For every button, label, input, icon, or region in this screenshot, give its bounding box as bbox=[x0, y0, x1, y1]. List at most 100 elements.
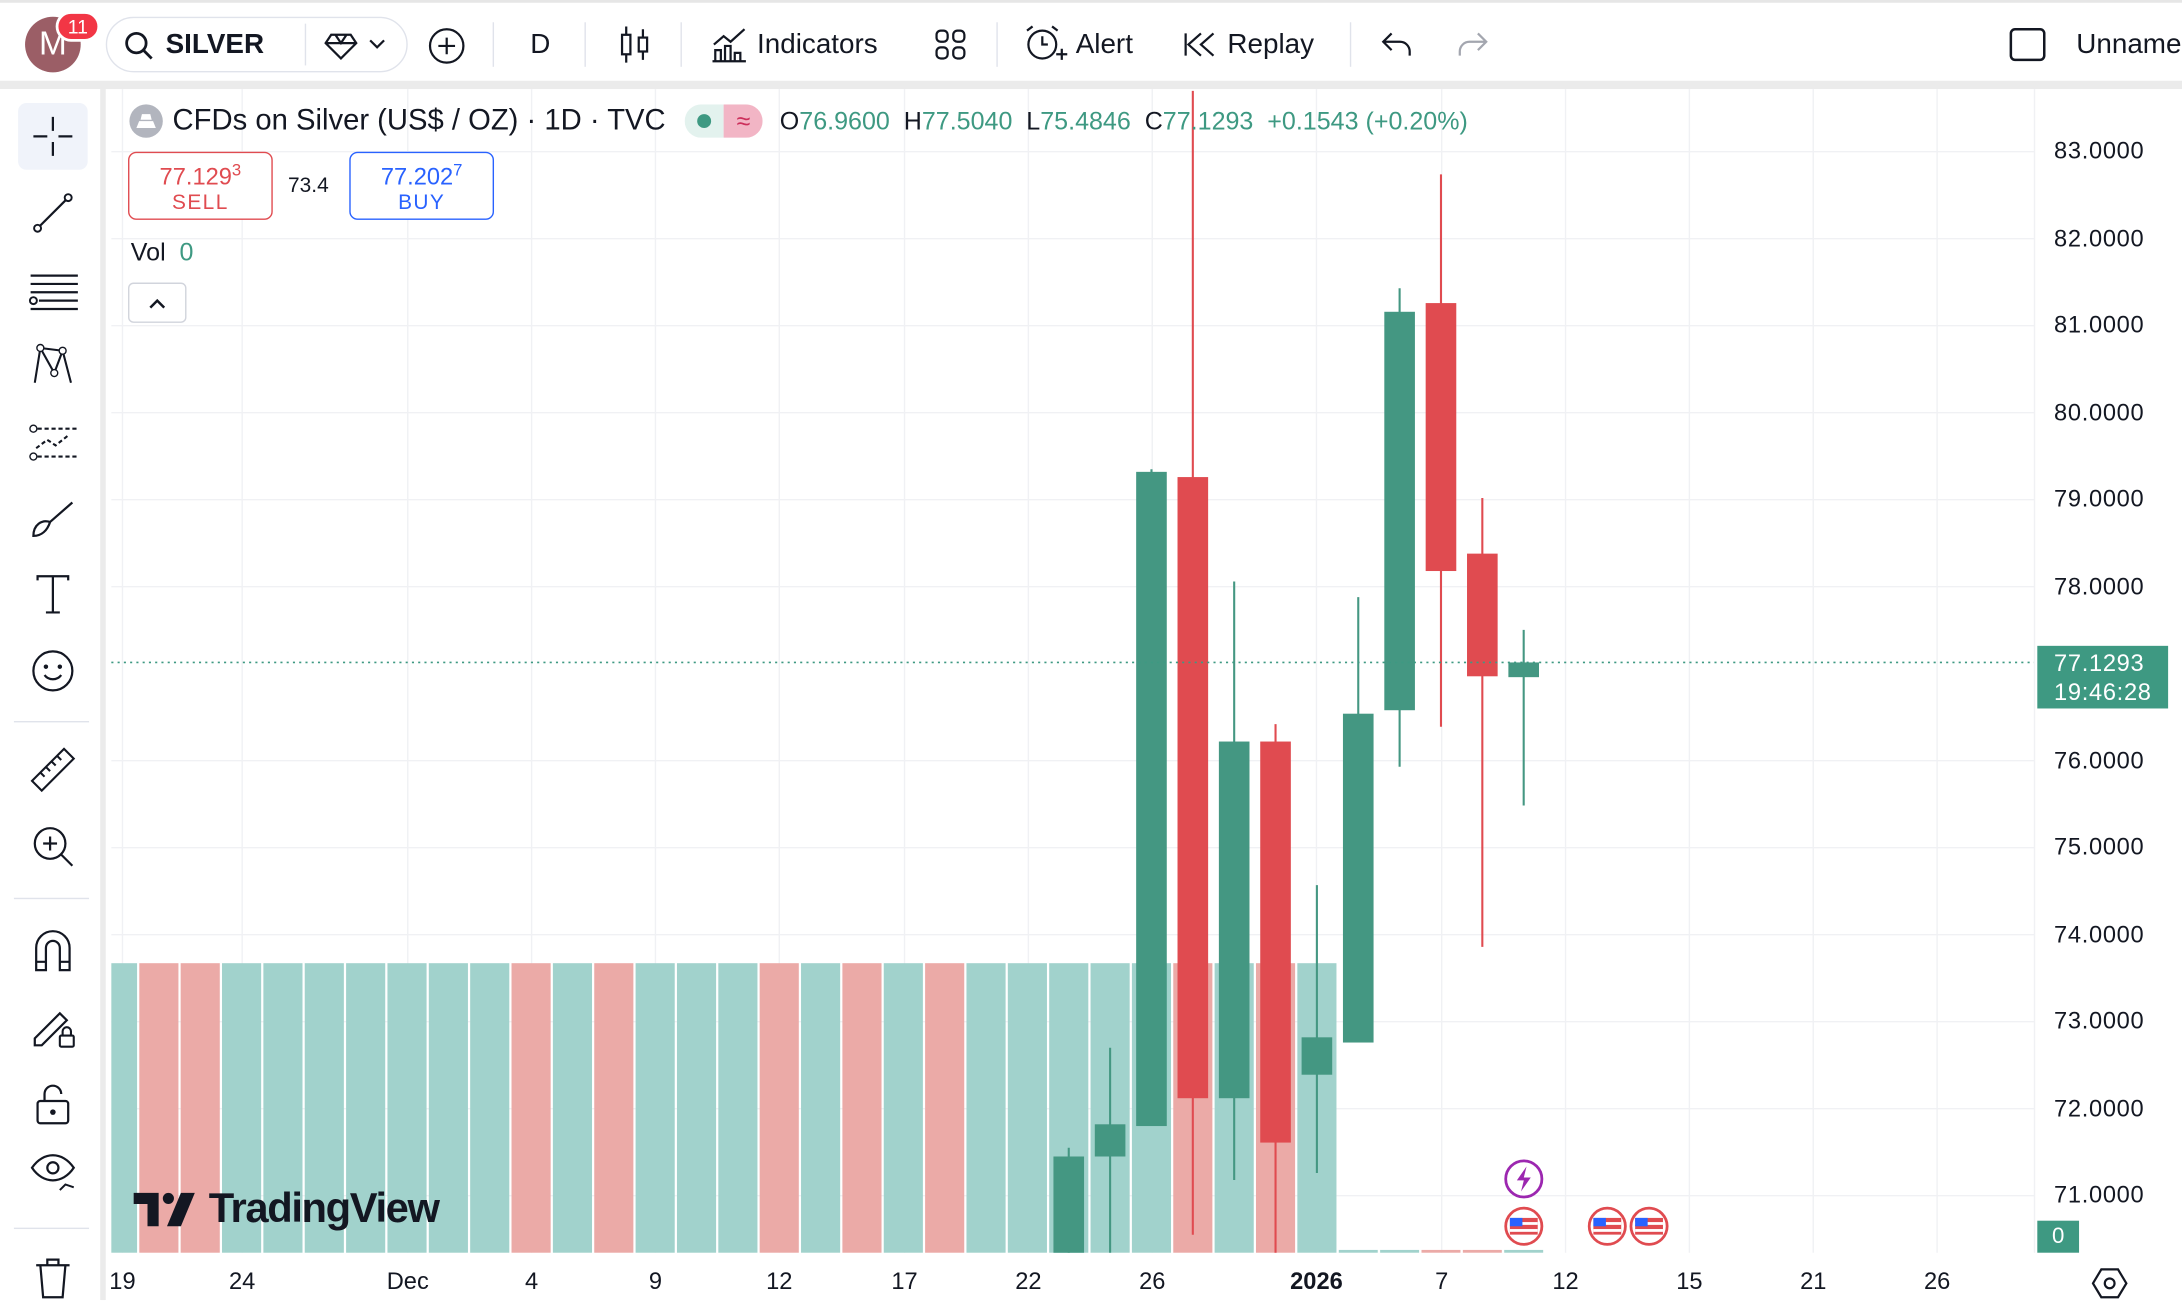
lock-drawings-tool[interactable] bbox=[18, 1070, 88, 1137]
candle-up[interactable] bbox=[1301, 1037, 1333, 1075]
drawing-toolbar bbox=[0, 89, 106, 1301]
volume-bar bbox=[883, 963, 923, 1253]
candles-chart-type-icon[interactable] bbox=[618, 24, 651, 66]
magnet-tool[interactable] bbox=[18, 917, 88, 984]
us-economic-event-icon[interactable] bbox=[1628, 1205, 1670, 1247]
candle-up[interactable] bbox=[1218, 741, 1250, 1099]
candle-down[interactable] bbox=[1425, 303, 1457, 572]
compare-add-icon[interactable] bbox=[427, 26, 466, 65]
watermark-text: TradingView bbox=[208, 1185, 440, 1232]
fib-retracement-tool[interactable] bbox=[18, 256, 88, 323]
volume-bar bbox=[801, 963, 841, 1253]
trend-line-tool[interactable] bbox=[18, 180, 88, 247]
bar-countdown: 19:46:28 bbox=[2054, 679, 2152, 706]
redo-icon[interactable] bbox=[1456, 31, 1489, 59]
layout-name: Unname bbox=[2076, 28, 2182, 60]
date-tick-label: 19 bbox=[109, 1268, 136, 1295]
market-status[interactable]: ≈ bbox=[685, 104, 764, 138]
sell-button[interactable]: 77.1293 SELL bbox=[128, 151, 273, 220]
interval-button[interactable]: D bbox=[530, 19, 550, 69]
buy-price: 77.202 bbox=[380, 164, 454, 191]
us-economic-event-icon[interactable] bbox=[1503, 1205, 1545, 1247]
price-tick-label: 76.0000 bbox=[2054, 746, 2145, 774]
divider bbox=[680, 22, 682, 67]
emoji-tool[interactable] bbox=[18, 637, 88, 704]
brush-icon bbox=[32, 501, 74, 537]
alert-button[interactable]: Alert bbox=[1023, 19, 1133, 69]
ruler-icon bbox=[30, 747, 76, 793]
chart-settings-icon[interactable] bbox=[2091, 1267, 2128, 1300]
measure-tool[interactable] bbox=[18, 736, 88, 803]
volume-bar bbox=[470, 963, 510, 1253]
date-tick-label: 26 bbox=[1139, 1268, 1166, 1295]
date-tick-label: 2026 bbox=[1290, 1268, 1343, 1295]
divider bbox=[996, 22, 998, 67]
alert-label: Alert bbox=[1075, 28, 1133, 60]
replay-button[interactable]: Replay bbox=[1183, 19, 1314, 69]
current-price: 77.1293 bbox=[2054, 650, 2145, 677]
tradingview-logo-icon bbox=[133, 1192, 195, 1227]
price-tick-label: 73.0000 bbox=[2054, 1007, 2145, 1035]
us-economic-event-icon[interactable] bbox=[1586, 1205, 1628, 1247]
divider bbox=[13, 897, 90, 900]
candle-down[interactable] bbox=[1467, 553, 1498, 677]
pattern-tool[interactable] bbox=[18, 331, 88, 398]
eye-icon bbox=[30, 1154, 76, 1191]
candle-up[interactable] bbox=[1508, 662, 1539, 678]
brush-tool[interactable] bbox=[18, 486, 88, 553]
layout-square-icon[interactable] bbox=[2008, 26, 2047, 62]
chevron-down-icon[interactable] bbox=[369, 38, 386, 52]
candle-down[interactable] bbox=[1177, 477, 1209, 1099]
hide-drawings-tool[interactable] bbox=[18, 1139, 88, 1206]
buy-label: BUY bbox=[398, 190, 446, 215]
undo-icon[interactable] bbox=[1380, 31, 1413, 59]
volume-bar bbox=[718, 963, 758, 1253]
volume-legend: Vol 0 bbox=[131, 238, 194, 267]
smiley-icon bbox=[32, 650, 74, 692]
volume-bar bbox=[263, 963, 303, 1253]
price-tick-label: 82.0000 bbox=[2054, 224, 2145, 252]
stay-in-drawing-mode-tool[interactable] bbox=[18, 992, 88, 1059]
price-tick-label: 72.0000 bbox=[2054, 1094, 2145, 1122]
tradingview-watermark: TradingView bbox=[133, 1185, 440, 1233]
pencil-lock-icon bbox=[33, 1011, 75, 1048]
zoom-in-icon bbox=[33, 827, 74, 867]
layout-name-button[interactable]: Unname bbox=[2076, 19, 2181, 69]
indicators-button[interactable]: Indicators bbox=[710, 19, 878, 69]
toolbar-separator bbox=[0, 80, 2182, 90]
candle-up[interactable] bbox=[1053, 1156, 1085, 1265]
volume-bar bbox=[842, 963, 882, 1253]
zoom-in-tool[interactable] bbox=[18, 813, 88, 880]
divider bbox=[492, 22, 495, 67]
volume-bar bbox=[759, 963, 799, 1253]
volume-bar bbox=[1504, 1249, 1544, 1253]
volume-bar bbox=[676, 963, 717, 1253]
price-tick-label: 74.0000 bbox=[2054, 920, 2145, 948]
price-tick-label: 79.0000 bbox=[2054, 485, 2145, 513]
candle-up[interactable] bbox=[1384, 311, 1415, 711]
diamond-icon[interactable] bbox=[324, 31, 358, 62]
symbol-search[interactable]: SILVER bbox=[105, 16, 408, 73]
buy-button[interactable]: 77.2027 BUY bbox=[349, 151, 495, 220]
rewind-icon bbox=[1184, 32, 1215, 57]
remove-drawings-tool[interactable] bbox=[18, 1244, 88, 1311]
text-tool[interactable] bbox=[18, 561, 88, 628]
candle-up[interactable] bbox=[1136, 471, 1167, 1127]
candle-down[interactable] bbox=[1260, 741, 1291, 1143]
layout-grid-icon[interactable] bbox=[934, 28, 967, 61]
forecast-tool[interactable] bbox=[18, 409, 88, 476]
candle-up[interactable] bbox=[1342, 713, 1374, 1043]
symbol-title[interactable]: CFDs on Silver (US$ / OZ) · 1D · TVC bbox=[172, 104, 666, 137]
candles-group bbox=[1053, 90, 1539, 1265]
candle-up[interactable] bbox=[1094, 1124, 1126, 1157]
crosshair-tool[interactable] bbox=[18, 103, 88, 170]
trash-icon bbox=[36, 1258, 70, 1299]
collapse-legend-button[interactable] bbox=[128, 282, 187, 323]
divider bbox=[13, 1227, 90, 1230]
dividend-event-icon[interactable] bbox=[1503, 1158, 1545, 1200]
pattern-icon bbox=[33, 343, 72, 384]
volume-label: Vol bbox=[130, 238, 166, 266]
date-tick-label: 17 bbox=[891, 1268, 918, 1295]
data-delay-icon: ≈ bbox=[724, 104, 764, 138]
